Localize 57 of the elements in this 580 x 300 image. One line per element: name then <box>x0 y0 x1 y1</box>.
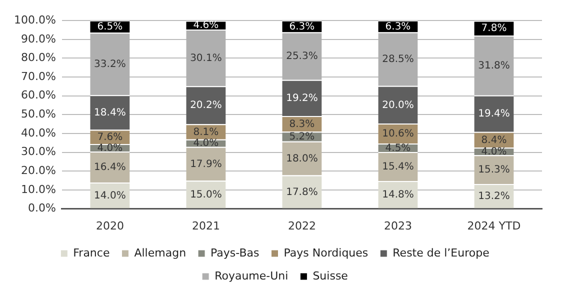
legend-label: Pays-Bas <box>210 246 260 260</box>
data-label: 25.3% <box>286 51 318 62</box>
y-tick-label: 80.0% <box>20 51 56 64</box>
y-tick-label: 20.0% <box>20 164 56 178</box>
data-label: 15.4% <box>382 162 414 173</box>
data-label: 20.0% <box>382 100 414 111</box>
data-label: 6.3% <box>289 21 315 32</box>
data-label: 30.1% <box>190 52 222 64</box>
data-label: 15.3% <box>478 164 510 176</box>
legend-label: Pays Nordiques <box>284 246 368 260</box>
data-label: 4.0% <box>481 146 507 158</box>
data-label: 8.4% <box>481 134 507 146</box>
legend-label: Suisse <box>312 269 348 282</box>
data-label: 19.2% <box>286 93 318 104</box>
data-label: 16.4% <box>94 162 126 174</box>
data-label: 4.5% <box>385 142 411 154</box>
y-tick-label: 90.0% <box>20 32 56 46</box>
y-tick-label: 30.0% <box>20 145 56 158</box>
data-label: 33.2% <box>94 58 126 70</box>
x-tick-label: 2023 <box>384 219 412 232</box>
legend-label: Reste de l’Europe <box>392 246 490 260</box>
data-label: 5.2% <box>289 132 315 143</box>
data-label: 17.8% <box>286 186 318 198</box>
y-tick-label: 40.0% <box>20 126 56 140</box>
data-label: 18.4% <box>94 108 126 119</box>
y-tick-label: 50.0% <box>20 108 56 121</box>
y-tick-label: 100.0% <box>14 13 56 26</box>
data-label: 10.6% <box>382 128 414 140</box>
data-label: 17.9% <box>190 158 222 170</box>
data-label: 14.8% <box>382 190 414 201</box>
x-tick-label: 2021 <box>192 219 220 232</box>
data-label: 28.5% <box>382 54 414 66</box>
x-tick-label: 2022 <box>288 219 316 232</box>
data-label: 14.0% <box>94 190 126 202</box>
data-label: 15.0% <box>190 190 222 201</box>
data-label: 19.4% <box>478 108 510 120</box>
data-label: 6.5% <box>97 22 123 33</box>
x-tick-label: 2024 YTD <box>467 219 521 232</box>
data-label: 8.3% <box>289 118 315 130</box>
data-label: 13.2% <box>478 191 510 202</box>
data-label: 4.0% <box>97 142 123 154</box>
data-label: 18.0% <box>286 153 318 164</box>
data-label: 4.0% <box>193 138 219 150</box>
y-tick-label: 60.0% <box>20 88 56 102</box>
data-label: 7.8% <box>481 23 507 34</box>
y-tick-label: 10.0% <box>20 182 56 196</box>
data-label: 8.1% <box>193 126 219 138</box>
data-label: 20.2% <box>190 100 222 112</box>
y-tick-label: 0.0% <box>28 202 56 215</box>
legend-label: France <box>73 246 110 260</box>
x-tick-label: 2020 <box>96 219 124 232</box>
data-label: 31.8% <box>478 60 510 72</box>
data-label: 6.3% <box>385 21 411 32</box>
legend-label: Royaume-Uni <box>214 269 288 282</box>
legend-label: Allemagn <box>134 246 186 260</box>
y-tick-label: 70.0% <box>20 70 56 83</box>
data-label: 7.6% <box>97 132 123 143</box>
